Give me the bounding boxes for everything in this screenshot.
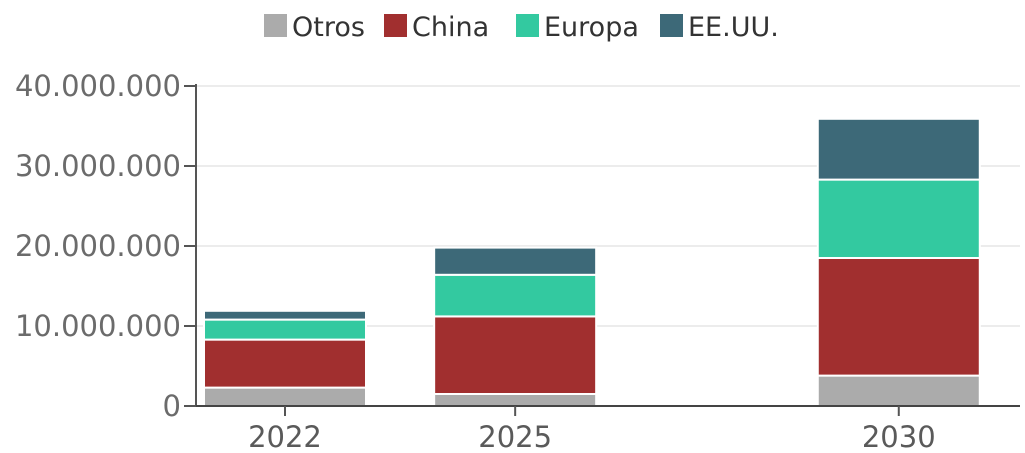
legend-label-ee-uu: EE.UU. [688,12,779,43]
y-tick-label: 10.000.000 [15,309,181,343]
legend-swatch-china [384,14,407,37]
bar-otros-2030 [816,374,981,408]
bars [202,117,981,408]
x-tick-label: 2025 [478,420,552,453]
bar-otros-2025 [433,393,598,407]
legend-label-china: China [412,12,489,43]
bar-europa-2030 [816,178,981,260]
bar-ee-uu-2022 [202,309,367,321]
legend-swatch-otros [264,14,287,37]
legend-swatch-europa [516,14,539,37]
bar-europa-2022 [202,318,367,341]
bar-otros-2022 [202,386,367,408]
bar-ee-uu-2025 [433,246,598,276]
bar-ee-uu-2030 [816,117,981,181]
y-axis-tick-labels: 0 10.000.000 20.000.000 30.000.000 40.000.00… [15,69,181,423]
y-tick-label: 0 [163,389,181,423]
bar-china-2030 [816,257,981,377]
x-tick-label: 2030 [862,420,936,453]
legend-label-europa: Europa [544,12,639,43]
chart-legend: Otros China Europa EE.UU. [264,12,779,43]
axes [195,84,1020,416]
y-tick-label: 40.000.000 [15,69,181,103]
y-tick-label: 30.000.000 [15,149,181,183]
x-tick-label: 2022 [248,420,322,453]
x-axis-tick-labels: 2022 2025 2030 [248,420,936,453]
bar-china-2025 [433,315,598,395]
legend-swatch-ee-uu [660,14,683,37]
y-tick-label: 20.000.000 [15,229,181,263]
bar-europa-2025 [433,273,598,318]
bar-china-2022 [202,338,367,389]
legend-label-otros: Otros [292,12,365,43]
